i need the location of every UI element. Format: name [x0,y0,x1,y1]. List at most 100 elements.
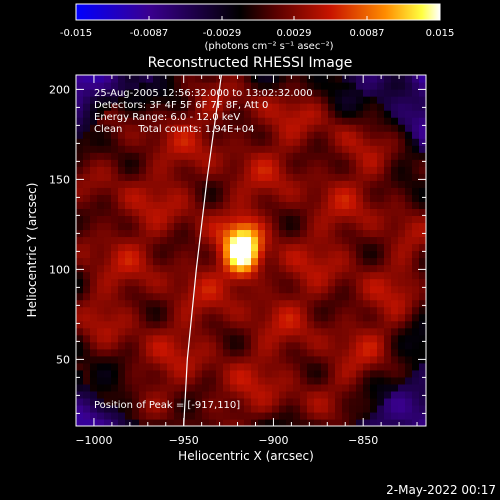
heatmap-cell [90,397,98,406]
heatmap-cell [272,103,280,111]
heatmap-cell [181,138,189,146]
heatmap-cell [209,285,217,294]
heatmap-cell [335,285,343,294]
heatmap-cell [139,299,147,308]
heatmap-cell [321,75,329,83]
heatmap-cell [307,187,315,195]
heatmap-cell [90,334,98,343]
heatmap-cell [181,117,189,125]
heatmap-cell [125,145,133,153]
heatmap-cell [356,159,364,167]
heatmap-cell [209,215,217,224]
heatmap-cell [153,411,161,420]
heatmap-cell [349,362,357,371]
heatmap-cell [391,292,399,301]
heatmap-cell [230,264,238,273]
heatmap-cell [321,194,329,202]
heatmap-cell [412,278,420,287]
heatmap-cell [314,257,322,266]
heatmap-cell [272,313,280,322]
heatmap-cell [181,243,189,252]
heatmap-cell [202,236,210,245]
heatmap-cell [363,306,371,315]
heatmap-cell [356,117,364,125]
heatmap-cell [398,131,406,139]
heatmap-cell [139,411,147,420]
heatmap-cell [356,264,364,273]
heatmap-cell [97,103,105,111]
heatmap-cell [251,159,259,167]
heatmap-cell [244,145,252,153]
heatmap-cell [139,369,147,378]
heatmap-cell [314,292,322,301]
heatmap-cell [111,390,119,399]
heatmap-cell [111,215,119,224]
heatmap-cell [209,208,217,216]
heatmap-cell [104,306,112,315]
heatmap-cell [160,208,168,216]
heatmap-cell [230,89,238,97]
heatmap-cell [342,383,350,392]
heatmap-cell [132,362,140,371]
heatmap-cell [412,201,420,209]
heatmap-cell [342,341,350,350]
heatmap-cell [83,145,91,153]
heatmap-cell [174,306,182,315]
heatmap-cell [174,327,182,336]
heatmap-cell [118,194,126,202]
heatmap-cell [174,145,182,153]
heatmap-cell [90,145,98,153]
heatmap-cell [118,264,126,273]
heatmap-cell [349,418,357,426]
heatmap-cell [139,222,147,231]
heatmap-cell [272,229,280,238]
heatmap-cell [293,173,301,181]
heatmap-cell [279,334,287,343]
heatmap-cell [314,215,322,224]
heatmap-cell [321,264,329,273]
heatmap-cell [335,222,343,231]
heatmap-cell [398,376,406,385]
heatmap-cell [132,124,140,132]
heatmap-cell [391,250,399,259]
heatmap-cell [370,208,378,216]
heatmap-cell [97,222,105,231]
heatmap-cell [335,397,343,406]
heatmap-cell [230,96,238,104]
heatmap-cell [265,166,273,174]
heatmap-cell [251,229,259,238]
heatmap-cell [181,124,189,132]
heatmap-cell [146,194,154,202]
heatmap-cell [384,390,392,399]
heatmap-cell [146,257,154,266]
heatmap-cell [300,257,308,266]
heatmap-cell [419,362,426,371]
heatmap-cell [188,124,196,132]
heatmap-cell [377,103,385,111]
heatmap-cell [230,271,238,280]
heatmap-cell [314,138,322,146]
heatmap-cell [419,278,426,287]
heatmap-cell [223,236,231,245]
heatmap-cell [216,264,224,273]
heatmap-cell [237,320,245,329]
heatmap-cell [216,376,224,385]
heatmap-cell [118,271,126,280]
heatmap-cell [216,334,224,343]
heatmap-cell [293,215,301,224]
heatmap-cell [230,103,238,111]
heatmap-cell [160,250,168,259]
heatmap-cell [174,222,182,231]
heatmap-cell [370,131,378,139]
heatmap-cell [328,390,336,399]
heatmap-cell [314,348,322,357]
heatmap-cell [335,173,343,181]
heatmap-cell [405,257,413,266]
heatmap-cell [160,334,168,343]
heatmap-cell [118,250,126,259]
heatmap-cell [384,250,392,259]
heatmap-cell [188,103,196,111]
heatmap-cell [237,383,245,392]
heatmap-cell [209,390,217,399]
heatmap-cell [412,159,420,167]
